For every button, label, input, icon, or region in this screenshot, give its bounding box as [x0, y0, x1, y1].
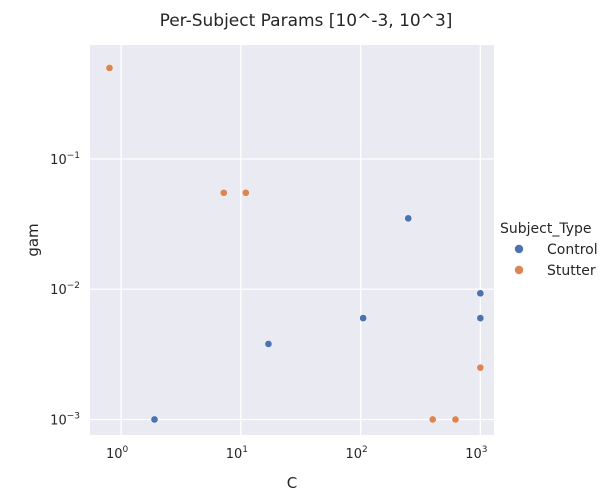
- chart-title: Per-Subject Params [10^-3, 10^3]: [160, 11, 453, 31]
- y-axis-label: gam: [24, 223, 42, 256]
- legend-label-stutter: Stutter: [547, 263, 596, 279]
- point-stutter: [105, 64, 114, 72]
- legend: Subject_Type Control Stutter: [500, 221, 598, 279]
- point-stutter: [451, 415, 460, 424]
- x-axis-label: C: [287, 474, 297, 492]
- point-control: [150, 415, 159, 424]
- x-tick-label: 101: [226, 445, 248, 462]
- legend-marker-control: [514, 244, 524, 254]
- legend-label-control: Control: [547, 242, 598, 258]
- y-tick-label: 10−2: [50, 281, 80, 298]
- x-tick-label: 102: [345, 445, 367, 462]
- y-tick-label: 10−3: [50, 411, 80, 428]
- x-tick-labels: 100 101 102 103: [106, 445, 488, 462]
- plot-area: [90, 45, 494, 435]
- x-tick-label: 100: [106, 445, 129, 462]
- legend-title: Subject_Type: [500, 221, 592, 237]
- point-control: [476, 314, 485, 322]
- point-control: [359, 314, 367, 322]
- point-stutter: [241, 188, 250, 197]
- y-tick-labels: 10−3 10−2 10−1: [50, 151, 80, 428]
- point-stutter: [219, 188, 228, 197]
- point-stutter: [476, 363, 485, 372]
- point-control: [404, 214, 413, 223]
- x-tick-label: 103: [465, 445, 487, 462]
- data-points: [105, 64, 485, 424]
- legend-marker-stutter: [514, 265, 524, 275]
- y-tick-label: 10−1: [50, 151, 80, 168]
- point-stutter: [428, 415, 437, 424]
- point-control: [476, 289, 485, 298]
- point-control: [264, 340, 273, 348]
